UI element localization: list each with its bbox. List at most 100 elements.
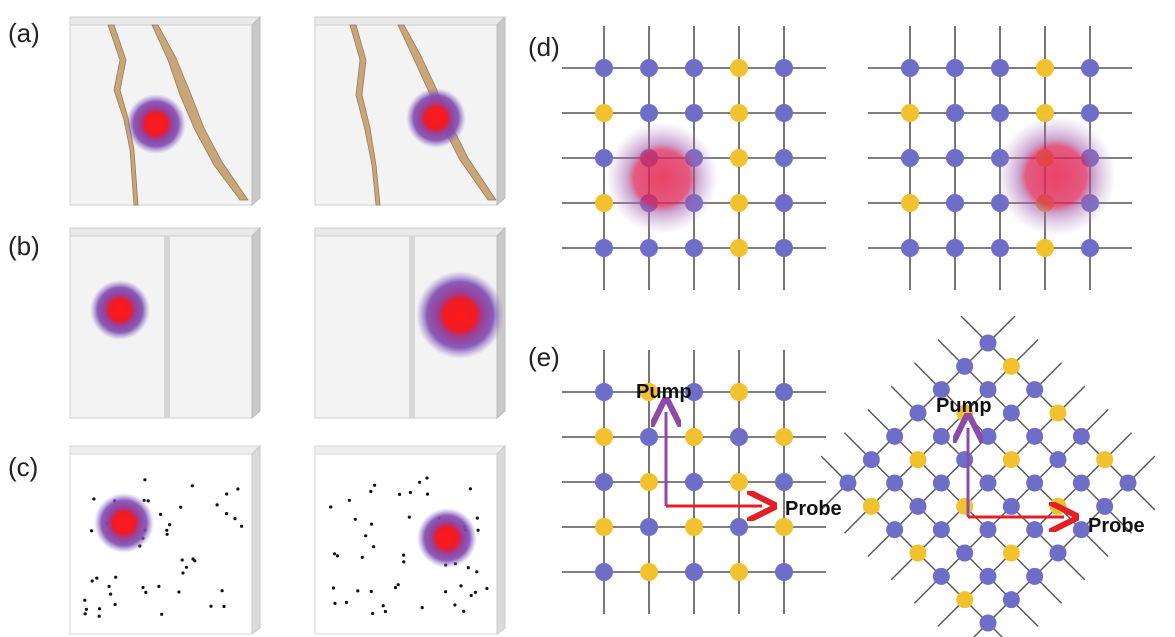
defect-dot [236,487,240,491]
atom-blue [979,474,997,492]
lattice-d-left [562,26,826,290]
defect-dot [165,528,169,532]
defect-dot [97,614,101,618]
atom-blue [946,239,964,257]
defect-dot [402,553,406,557]
defect-dot [95,576,99,580]
atom-blue [1072,474,1090,492]
defect-dot [459,584,463,588]
crack-2 [151,24,249,201]
atom-blue [640,428,658,446]
atom-blue [1026,427,1044,445]
sample-block-a-right [314,15,507,207]
defect-dot [215,503,219,507]
atom-yellow [1036,59,1054,77]
atom-blue [946,149,964,167]
defect-dot [165,532,169,536]
atom-yellow [901,104,919,122]
defect-dot [473,590,477,594]
atom-blue [685,473,703,491]
defect-dot [157,584,161,589]
defect-dot [407,515,411,519]
atom-blue [595,563,613,581]
defect-dot [179,505,183,509]
atom-yellow [909,451,927,469]
atom-yellow [1002,357,1020,375]
defect-dot [462,609,466,613]
defect-dot [222,604,226,609]
defect-dot [344,600,349,605]
defect-dot [190,484,194,488]
atom-blue [1119,474,1137,492]
defect-dot [177,590,181,594]
defect-dot [233,517,237,521]
defect-dot [181,571,185,575]
atom-blue [991,59,1009,77]
grain-boundary [409,236,415,418]
atom-blue [730,428,748,446]
atom-blue [901,149,919,167]
atom-blue [909,404,927,422]
atom-blue [775,104,793,122]
sample-block-b-right [314,226,507,420]
atom-blue [1002,591,1020,609]
atom-blue [956,451,974,469]
laser-spot [406,88,466,148]
atom-yellow [1002,544,1020,562]
defect-dot [425,492,430,496]
atom-yellow [730,149,748,167]
atom-blue [1072,427,1090,445]
atom-blue [979,381,997,399]
atom-blue [979,427,997,445]
defect-dot [333,601,337,606]
defect-dot [396,583,400,587]
pump-label: Pump [936,395,992,417]
carrier-cloud [606,122,718,234]
atom-blue [932,521,950,539]
defect-dot [360,555,364,559]
atom-blue [932,567,950,585]
atom-blue [1081,104,1099,122]
atom-blue [886,427,904,445]
lattice-e-left [562,350,826,614]
atom-blue [640,239,658,257]
laser-spot [416,271,504,359]
defect-dot [107,584,111,589]
defect-dot [332,552,337,556]
atom-blue [1026,567,1044,585]
defect-dot [83,598,87,602]
atom-blue [979,567,997,585]
atom-yellow [730,59,748,77]
sample-block-c-left [69,444,262,635]
atom-blue [685,239,703,257]
atom-blue [640,104,658,122]
defect-dot [160,612,164,616]
atom-blue [775,383,793,401]
atom-blue [685,104,703,122]
panel-a [69,15,507,207]
atom-yellow [1096,451,1114,469]
atom-blue [1049,544,1067,562]
atom-yellow [595,518,613,536]
atom-blue [862,451,880,469]
pump-label: Pump [636,381,692,403]
atom-yellow [640,383,658,401]
panel-e: Pump Probe Pump Probe [562,315,1156,637]
defect-dot [475,516,479,520]
sample-block-c-right [314,444,507,635]
defect-dot [225,511,229,516]
defect-dot [92,497,96,501]
atom-blue [775,563,793,581]
defect-dot [114,575,118,579]
atom-yellow [775,518,793,536]
atom-blue [595,59,613,77]
defect-dot [373,483,377,487]
atom-yellow [1036,239,1054,257]
atom-yellow [730,239,748,257]
atom-blue [595,473,613,491]
crack-1 [107,24,139,206]
defect-dot [444,590,448,594]
atom-blue [640,518,658,536]
defect-dot [109,592,113,596]
defect-dot [393,586,398,590]
